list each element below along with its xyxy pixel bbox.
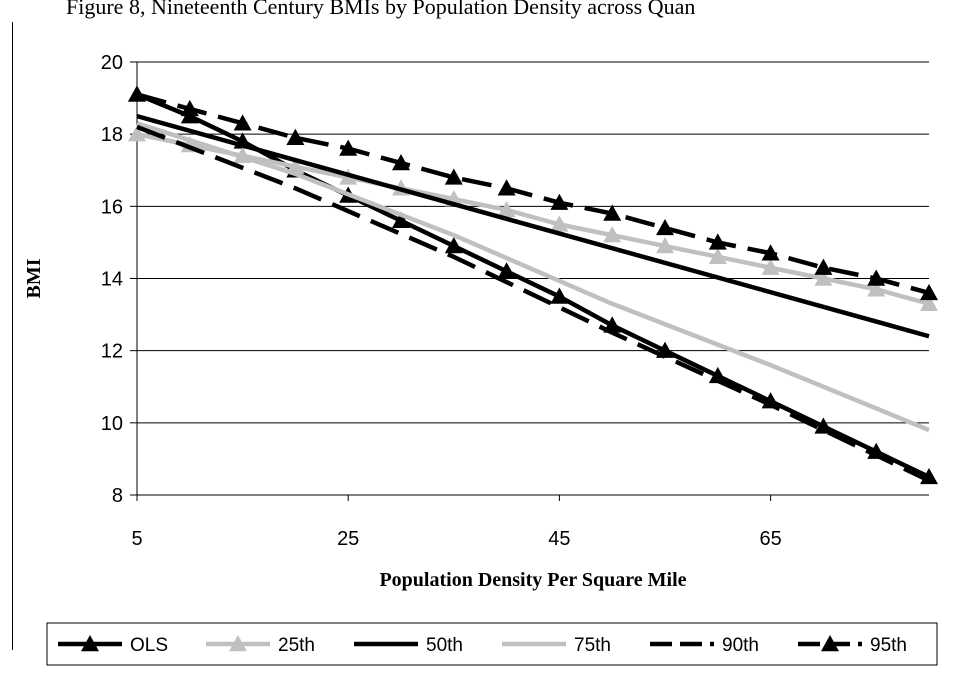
legend-marker-25th bbox=[229, 635, 247, 652]
y-tick-label: 10 bbox=[101, 413, 123, 435]
series-lines bbox=[128, 85, 938, 485]
legend-item-50th: 50th bbox=[354, 635, 463, 656]
series-75th bbox=[136, 121, 930, 433]
legend-label: 90th bbox=[722, 635, 759, 656]
data-point-95th bbox=[286, 128, 305, 145]
data-point-25th bbox=[550, 215, 569, 232]
legend-item-95th: 95th bbox=[798, 635, 907, 656]
data-point-25th bbox=[920, 294, 938, 311]
legend-box bbox=[46, 622, 938, 666]
legend-item-75th: 75th bbox=[502, 635, 611, 656]
y-tick-label: 20 bbox=[101, 52, 123, 74]
y-tick-label: 12 bbox=[101, 341, 123, 363]
data-point-25th bbox=[867, 280, 886, 297]
y-tick-label: 14 bbox=[101, 269, 123, 291]
data-point-OLS bbox=[550, 287, 569, 304]
data-point-95th bbox=[920, 283, 938, 301]
series-line-75th bbox=[136, 121, 930, 433]
data-point-25th bbox=[497, 200, 516, 218]
data-point-95th bbox=[128, 85, 146, 102]
x-tick-label: 25 bbox=[337, 528, 359, 550]
legend-label: 50th bbox=[426, 635, 463, 656]
data-point-25th bbox=[814, 269, 833, 286]
axes: 8 10 12 14 16 18 20 5 25 45 65 bbox=[101, 52, 929, 550]
data-point-95th bbox=[392, 154, 410, 171]
series-50th bbox=[136, 113, 930, 339]
series-line-90th bbox=[136, 124, 930, 483]
legend-marker-95th bbox=[821, 635, 839, 652]
data-point-95th bbox=[656, 218, 674, 236]
data-point-95th bbox=[180, 99, 199, 117]
legend-label: 25th bbox=[278, 635, 315, 656]
gridlines bbox=[137, 61, 929, 424]
x-tick-label: 45 bbox=[548, 528, 570, 550]
page-title: Figure 8, Nineteenth Century BMIs by Pop… bbox=[66, 0, 696, 19]
y-tick-label: 16 bbox=[101, 196, 123, 218]
legend-label: 75th bbox=[574, 635, 611, 656]
data-point-OLS bbox=[708, 366, 727, 384]
legend-marker-OLS bbox=[81, 635, 99, 652]
y-axis-title: BMI bbox=[23, 258, 45, 298]
y-tick-label: 8 bbox=[112, 485, 123, 507]
legend-item-OLS: OLS bbox=[58, 635, 168, 656]
data-point-95th bbox=[708, 233, 727, 250]
data-point-95th bbox=[339, 139, 358, 156]
data-point-25th bbox=[128, 125, 146, 142]
data-point-95th bbox=[761, 244, 780, 261]
series-line-OLS bbox=[136, 92, 930, 479]
data-point-95th bbox=[603, 204, 622, 221]
series-line-50th bbox=[136, 113, 930, 339]
data-point-25th bbox=[656, 237, 674, 254]
data-point-OLS bbox=[814, 417, 833, 434]
x-tick-label: 5 bbox=[131, 528, 142, 550]
data-point-95th bbox=[233, 114, 252, 131]
series-line-25th bbox=[136, 131, 930, 306]
x-tick-label: 65 bbox=[759, 528, 781, 550]
data-point-25th bbox=[761, 258, 780, 275]
left-border-line bbox=[12, 22, 13, 650]
data-point-25th bbox=[286, 157, 305, 174]
data-point-95th bbox=[867, 269, 886, 286]
legend: OLS 25th 50th 75th 90th 95th bbox=[46, 622, 938, 666]
data-point-95th bbox=[444, 168, 463, 185]
legend-item-25th: 25th bbox=[206, 635, 315, 656]
data-point-95th bbox=[814, 258, 833, 275]
data-point-OLS bbox=[444, 237, 463, 254]
data-point-25th bbox=[603, 226, 622, 243]
data-point-OLS bbox=[497, 262, 516, 279]
data-point-25th bbox=[708, 247, 727, 265]
data-point-95th bbox=[497, 179, 516, 196]
series-line-95th bbox=[136, 92, 930, 296]
legend-item-90th: 90th bbox=[650, 635, 759, 656]
y-tick-label: 18 bbox=[101, 124, 123, 146]
series-95th bbox=[128, 85, 938, 301]
data-point-95th bbox=[550, 193, 569, 210]
x-axis-title: Population Density Per Square Mile bbox=[379, 569, 686, 591]
data-point-OLS bbox=[392, 211, 410, 228]
legend-label: OLS bbox=[130, 635, 168, 656]
legend-label: 95th bbox=[870, 635, 907, 656]
series-90th bbox=[136, 124, 930, 483]
